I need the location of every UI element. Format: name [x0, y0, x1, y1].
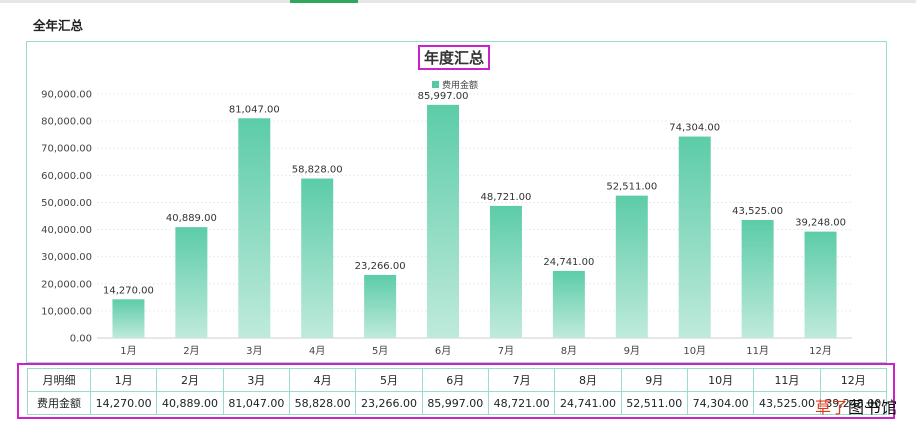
- bar-9月: [615, 195, 648, 338]
- y-axis-ticks: 0.00 10,000.00 20,000.00 30,000.00 40,000.00…: [41, 90, 92, 345]
- bar-12月: [804, 231, 837, 338]
- chart-legend: 费用金额: [432, 78, 478, 91]
- table-cell-month: 7月: [487, 368, 556, 392]
- table-row-header: 费用金额: [27, 391, 91, 415]
- x-tick-label: 8月: [561, 345, 577, 357]
- legend-label: 费用金额: [442, 81, 479, 91]
- bar-8月: [552, 270, 585, 338]
- table-cell-amount: 40,889.00: [156, 391, 224, 415]
- bar-6月: [427, 104, 460, 339]
- watermark-part2: 图书馆: [848, 398, 898, 417]
- data-label: 81,047.00: [229, 104, 280, 115]
- bar-1月: [112, 299, 145, 338]
- top-border: [0, 0, 916, 3]
- table-cell-amount: 74,304.00: [686, 391, 755, 415]
- data-label: 24,741.00: [543, 257, 594, 268]
- legend-swatch: [432, 81, 439, 88]
- table-cell-month: 4月: [288, 368, 357, 392]
- data-label: 48,721.00: [481, 192, 532, 203]
- data-label: 58,828.00: [292, 165, 343, 176]
- y-tick-label: 70,000.00: [41, 144, 92, 155]
- table-cell-month: 6月: [421, 368, 489, 392]
- table-cell-month: 8月: [554, 368, 622, 392]
- table-cell-amount: 24,741.00: [554, 391, 622, 415]
- x-tick-label: 9月: [624, 345, 640, 357]
- x-tick-label: 4月: [309, 345, 325, 357]
- chart-frame: [26, 41, 887, 363]
- table-cell-month: 12月: [819, 368, 888, 392]
- bar-4月: [301, 178, 334, 338]
- table-cell-amount: 23,266.00: [355, 391, 423, 415]
- x-tick-label: 11月: [746, 345, 769, 357]
- monthly-data-table: 月明细 1月 2月 3月 4月 5月 6月 7月 8月 9月 10月 11月 12月 费用金额 14,…: [27, 368, 888, 415]
- table-row-amounts: 费用金额 14,270.00 40,889.00 81,047.00 58,828.0…: [27, 391, 888, 415]
- table-cell-amount: 14,270.00: [89, 391, 158, 415]
- chart-title: 年度汇总: [418, 45, 490, 70]
- data-label: 14,270.00: [103, 285, 154, 296]
- table-highlight-frame: [17, 363, 895, 419]
- bar-3月: [238, 118, 271, 338]
- table-cell-amount: 39,248.00: [819, 391, 888, 415]
- table-cell-amount: 52,511.00: [620, 391, 688, 415]
- y-tick-label: 0.00: [70, 334, 92, 345]
- table-cell-amount: 81,047.00: [222, 391, 290, 415]
- y-tick-label: 40,000.00: [41, 225, 92, 236]
- table-cell-amount: 48,721.00: [487, 391, 556, 415]
- bar-chart: 0.00 10,000.00 20,000.00 30,000.00 40,000.00…: [41, 90, 852, 357]
- x-axis-ticks: 1月 2月 3月 4月 5月 6月 7月 8月 9月 10月 11月 12月: [120, 345, 832, 357]
- bar-5月: [364, 274, 397, 338]
- active-tab-indicator: [290, 0, 358, 3]
- x-tick-label: 2月: [183, 345, 199, 357]
- y-tick-label: 60,000.00: [41, 171, 92, 182]
- data-label: 39,248.00: [795, 218, 846, 229]
- table-cell-month: 9月: [620, 368, 688, 392]
- bar-10月: [678, 136, 711, 338]
- table-cell-amount: 85,997.00: [421, 391, 489, 415]
- y-tick-label: 10,000.00: [41, 306, 92, 317]
- x-tick-label: 7月: [498, 345, 514, 357]
- watermark-part1: 草了: [815, 398, 849, 417]
- section-title: 全年汇总: [33, 18, 84, 33]
- data-labels: 14,270.00 40,889.00 81,047.00 58,828.00 23,2…: [103, 91, 846, 296]
- table-cell-amount: 43,525.00: [753, 391, 821, 415]
- x-tick-label: 6月: [435, 345, 451, 357]
- bar-2月: [175, 227, 208, 338]
- data-label: 23,266.00: [355, 261, 406, 272]
- table-cell-month: 10月: [686, 368, 755, 392]
- x-tick-label: 10月: [683, 345, 706, 357]
- watermark-logo: 草了图书馆: [815, 394, 898, 418]
- table-cell-month: 11月: [753, 368, 821, 392]
- table-cell-month: 5月: [355, 368, 423, 392]
- data-label: 85,997.00: [418, 91, 469, 102]
- y-tick-label: 50,000.00: [41, 198, 92, 209]
- x-tick-label: 1月: [120, 345, 136, 357]
- y-tick-label: 80,000.00: [41, 117, 92, 128]
- table-row-months: 月明细 1月 2月 3月 4月 5月 6月 7月 8月 9月 10月 11月 12月: [27, 368, 888, 392]
- data-label: 52,511.00: [606, 182, 657, 193]
- table-cell-month: 1月: [89, 368, 158, 392]
- x-tick-label: 5月: [372, 345, 388, 357]
- x-tick-label: 3月: [246, 345, 262, 357]
- y-tick-label: 90,000.00: [41, 90, 92, 101]
- bars: [112, 104, 837, 339]
- table-cell-month: 3月: [222, 368, 290, 392]
- bar-7月: [489, 205, 522, 338]
- y-tick-label: 30,000.00: [41, 252, 92, 263]
- table-cell-amount: 58,828.00: [288, 391, 357, 415]
- table-row-header: 月明细: [27, 368, 91, 392]
- data-label: 40,889.00: [166, 213, 217, 224]
- table-cell-month: 2月: [156, 368, 224, 392]
- data-label: 43,525.00: [732, 206, 783, 217]
- y-tick-label: 20,000.00: [41, 279, 92, 290]
- bar-11月: [741, 219, 774, 338]
- grid-layer: [97, 93, 852, 339]
- data-label: 74,304.00: [669, 123, 720, 134]
- x-tick-label: 12月: [809, 345, 832, 357]
